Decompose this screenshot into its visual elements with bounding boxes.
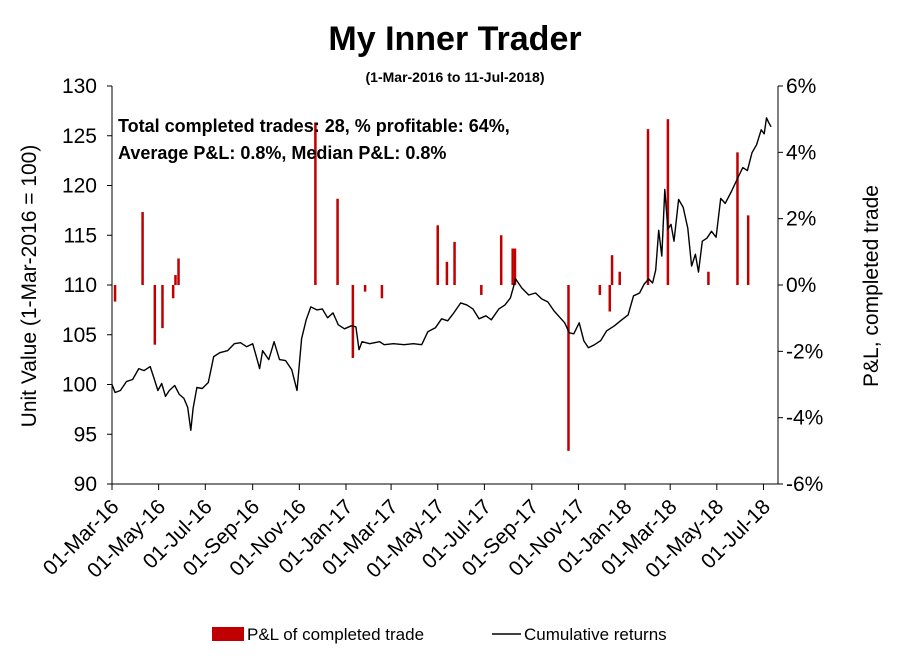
trade-bar (445, 261, 449, 285)
chart-title: My Inner Trader (328, 20, 581, 58)
trade-bar (567, 285, 570, 451)
y-right-tick-label: -4% (786, 407, 823, 430)
annotation-line-2: Average P&L: 0.8%, Median P&L: 0.8% (118, 143, 446, 163)
trade-bar (513, 248, 517, 285)
trade-bar (499, 235, 503, 285)
legend-label-bar: P&L of completed trade (247, 625, 424, 644)
y-left-tick-label: 120 (62, 175, 97, 198)
trade-bar (511, 248, 514, 285)
y-right-tick-label: 2% (786, 208, 816, 231)
trade-bar (480, 285, 483, 295)
y-left-axis-title: Unit Value (1-Mar-2016 = 100) (18, 145, 41, 428)
trade-bar (363, 285, 367, 292)
y-left-tick-label: 130 (62, 75, 97, 98)
line-series (111, 117, 772, 431)
y-right-tick-label: 0% (786, 274, 816, 297)
trade-bar (314, 122, 317, 285)
trade-bar (610, 255, 614, 285)
trade-bar (380, 285, 384, 299)
y-left-tick-label: 95 (74, 423, 97, 446)
trade-bar (174, 275, 177, 285)
y-right-tick-label: 6% (786, 75, 816, 98)
y-left-tick-label: 100 (62, 374, 97, 397)
trade-bar (707, 271, 710, 285)
trade-bar (161, 285, 164, 329)
legend-swatch-bar (212, 627, 244, 641)
y-right-tick-label: -6% (786, 473, 823, 496)
y-left-tick-label: 105 (62, 324, 97, 347)
y-left-tick-label: 115 (64, 224, 97, 247)
trade-bar (113, 285, 117, 302)
trade-bar (736, 152, 739, 285)
trade-bar (436, 225, 439, 285)
bar-series (113, 119, 750, 451)
chart-subtitle: (1-Mar-2016 to 11-Jul-2018) (366, 69, 545, 85)
legend-label-line: Cumulative returns (524, 625, 667, 644)
trade-bar (746, 215, 750, 285)
annotation-line-1: Total completed trades: 28, % profitable… (118, 116, 510, 136)
trade-bar (171, 285, 175, 299)
trade-bar (453, 241, 456, 285)
y-left-tick-label: 110 (64, 274, 97, 297)
y-right-axis-title: P&L, completed trade (860, 185, 883, 387)
trade-bar (177, 258, 180, 285)
y-left-tick-label: 90 (74, 473, 97, 496)
legend: P&L of completed trade Cumulative return… (212, 625, 667, 644)
y-right-tick-label: -2% (786, 340, 823, 363)
trade-bar (351, 285, 355, 358)
trade-bar (153, 285, 157, 345)
trade-bar (336, 198, 339, 285)
cumulative-returns-line (111, 117, 772, 431)
trade-bar (141, 212, 144, 285)
trade-bar (666, 119, 670, 286)
trade-bar (608, 285, 612, 312)
trade-bar (618, 271, 621, 285)
trade-bar (598, 285, 602, 295)
y-left-tick-label: 125 (62, 125, 97, 148)
y-right-tick-label: 4% (786, 141, 816, 164)
trade-bar (646, 129, 650, 285)
